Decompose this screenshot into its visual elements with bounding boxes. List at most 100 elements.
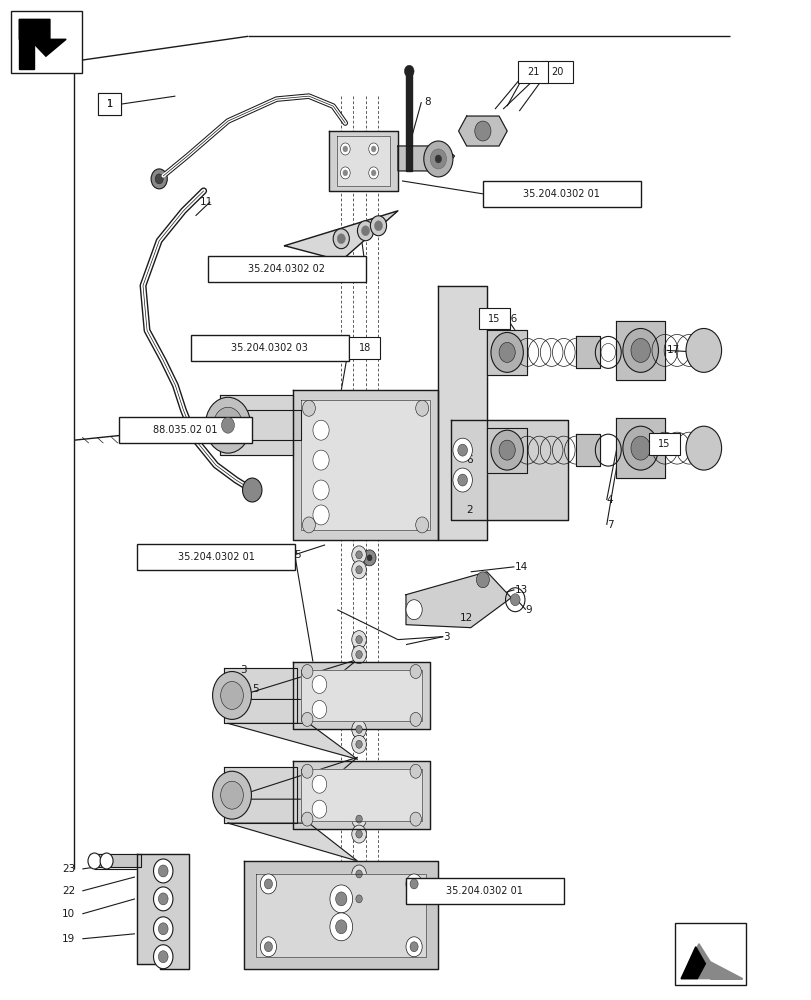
Circle shape (301, 712, 312, 726)
Circle shape (622, 328, 658, 372)
Circle shape (335, 892, 346, 906)
Polygon shape (300, 670, 422, 721)
Circle shape (264, 942, 272, 952)
Circle shape (435, 155, 441, 163)
Circle shape (355, 636, 362, 644)
Circle shape (371, 170, 375, 176)
Text: 7: 7 (606, 520, 612, 530)
Circle shape (221, 781, 243, 809)
Circle shape (499, 440, 515, 460)
Polygon shape (19, 19, 66, 56)
Text: 5: 5 (252, 684, 259, 694)
Circle shape (301, 665, 312, 679)
Polygon shape (575, 336, 599, 368)
Bar (478, 308, 509, 329)
Bar (674, 923, 745, 985)
Circle shape (311, 700, 326, 718)
Text: 9: 9 (525, 605, 532, 615)
Polygon shape (228, 723, 357, 759)
Circle shape (355, 815, 362, 823)
Circle shape (351, 865, 366, 883)
Circle shape (363, 550, 375, 566)
Text: 20: 20 (551, 67, 563, 77)
Circle shape (153, 887, 173, 911)
Text: 8: 8 (424, 97, 431, 107)
Polygon shape (220, 410, 300, 440)
Polygon shape (438, 286, 487, 540)
Circle shape (158, 923, 168, 935)
Circle shape (151, 169, 167, 189)
Circle shape (355, 651, 362, 659)
Circle shape (260, 874, 277, 894)
Circle shape (158, 865, 168, 877)
Circle shape (351, 810, 366, 828)
Bar (137, 544, 294, 570)
Circle shape (212, 771, 251, 819)
Circle shape (368, 167, 378, 179)
Circle shape (351, 735, 366, 753)
Text: 21: 21 (526, 67, 539, 77)
Text: 15: 15 (487, 314, 500, 324)
Circle shape (355, 830, 362, 838)
Polygon shape (256, 874, 426, 957)
Circle shape (312, 450, 328, 470)
Circle shape (410, 764, 421, 778)
Polygon shape (228, 823, 357, 861)
Circle shape (351, 631, 366, 649)
Circle shape (311, 775, 326, 793)
Bar (191, 335, 348, 361)
Circle shape (100, 853, 113, 869)
Bar (208, 256, 365, 282)
Bar (98, 93, 121, 115)
Text: 18: 18 (358, 343, 371, 353)
Circle shape (370, 216, 386, 236)
Text: 4: 4 (606, 495, 612, 505)
Circle shape (406, 874, 422, 894)
Circle shape (312, 505, 328, 525)
Circle shape (88, 853, 101, 869)
Circle shape (430, 149, 446, 169)
Circle shape (367, 555, 371, 561)
Circle shape (510, 594, 520, 606)
Circle shape (491, 332, 523, 372)
Circle shape (453, 468, 472, 492)
Bar (517, 61, 547, 83)
Circle shape (158, 951, 168, 963)
Circle shape (406, 937, 422, 957)
Circle shape (329, 885, 352, 913)
Circle shape (260, 937, 277, 957)
Polygon shape (328, 131, 397, 191)
Polygon shape (397, 146, 454, 171)
Text: 5: 5 (240, 804, 247, 814)
Polygon shape (680, 944, 742, 979)
Circle shape (410, 712, 421, 726)
Polygon shape (487, 330, 526, 375)
Text: 35.204.0302 02: 35.204.0302 02 (248, 264, 324, 274)
Circle shape (355, 566, 362, 574)
Text: 17: 17 (666, 345, 679, 355)
Text: 88.035.02 01: 88.035.02 01 (153, 425, 217, 435)
Circle shape (415, 517, 428, 533)
Circle shape (153, 917, 173, 941)
Polygon shape (487, 428, 526, 473)
Text: 1: 1 (106, 99, 113, 109)
Circle shape (406, 600, 422, 620)
Polygon shape (224, 668, 296, 723)
Polygon shape (292, 390, 438, 540)
Circle shape (351, 720, 366, 738)
Polygon shape (220, 395, 292, 455)
Text: 35.204.0302 01: 35.204.0302 01 (178, 552, 255, 562)
Circle shape (474, 121, 491, 141)
Text: 10: 10 (62, 909, 75, 919)
Circle shape (342, 146, 347, 152)
Text: 12: 12 (460, 613, 473, 623)
Polygon shape (228, 660, 357, 699)
Polygon shape (450, 420, 567, 520)
Circle shape (415, 400, 428, 416)
Polygon shape (292, 761, 430, 829)
Bar (483, 181, 640, 207)
Circle shape (685, 426, 721, 470)
Text: 23: 23 (62, 864, 75, 874)
Circle shape (213, 407, 242, 443)
Text: 16: 16 (504, 314, 517, 324)
